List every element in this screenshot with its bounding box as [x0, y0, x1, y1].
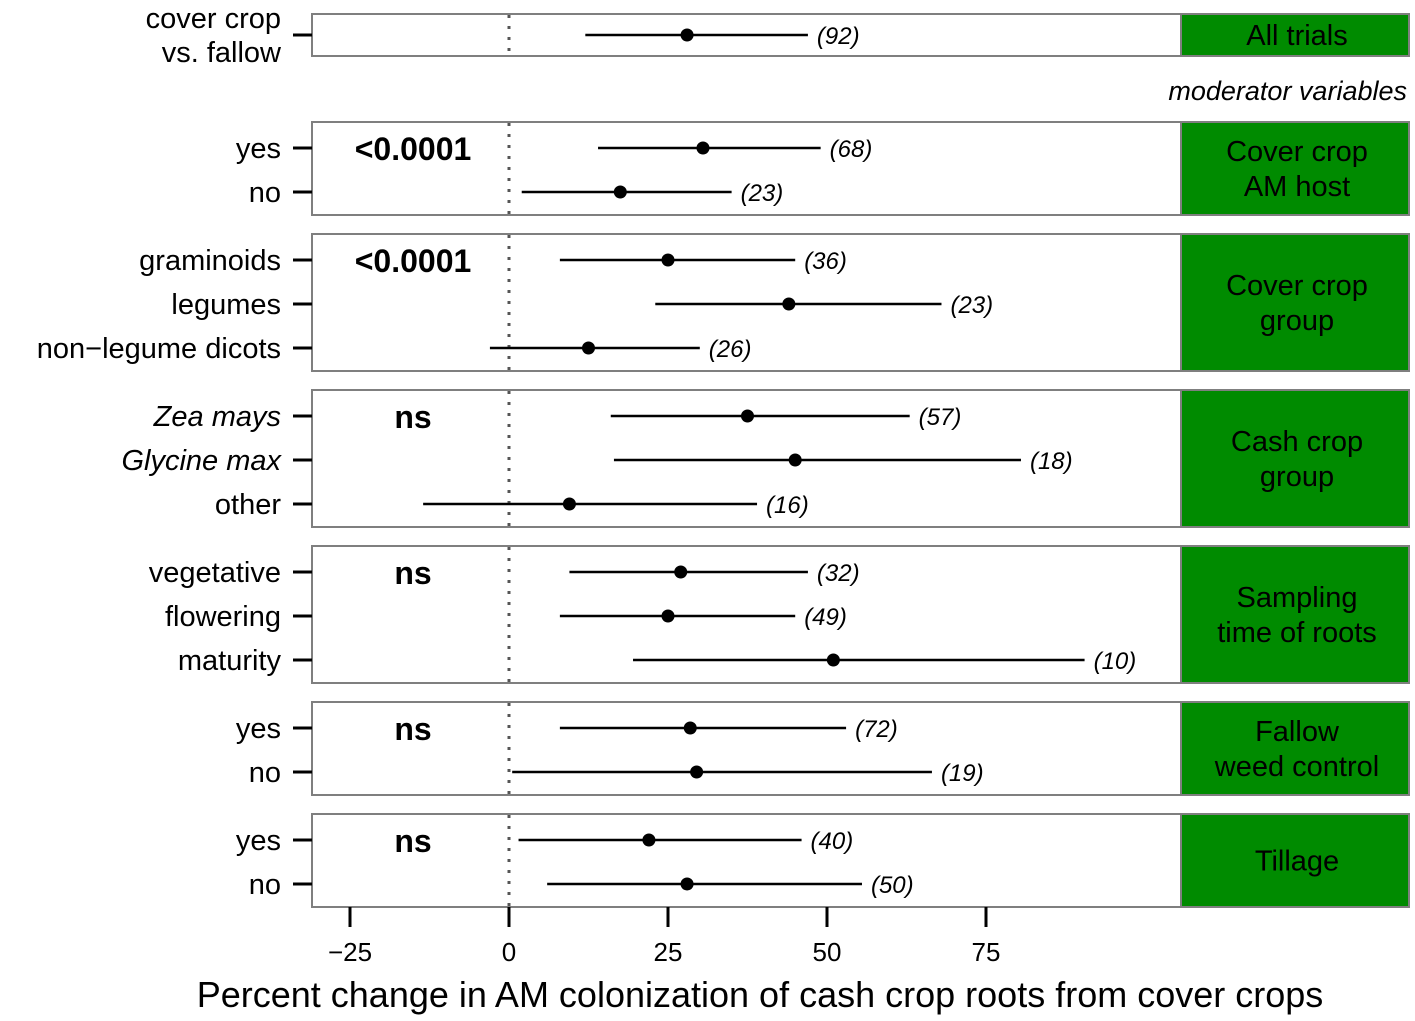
sample-size-label: (72) — [855, 716, 898, 743]
row-label: legumes — [171, 289, 281, 321]
row-label: Glycine max — [121, 445, 282, 477]
panel-strip-label: weed control — [1214, 751, 1379, 783]
p-value-label: <0.0001 — [355, 243, 472, 279]
p-value-label: ns — [394, 711, 431, 747]
panel-frame — [311, 813, 1182, 908]
row-label: non−legume dicots — [37, 333, 281, 365]
sample-size-label: (32) — [817, 560, 860, 587]
panel-frame — [311, 701, 1182, 796]
panel-strip — [1180, 121, 1410, 216]
x-axis-title: Percent change in AM colonization of cas… — [197, 974, 1324, 1015]
p-value-label: ns — [394, 555, 431, 591]
panel-strip — [1180, 233, 1410, 372]
sample-size-label: (40) — [811, 828, 854, 855]
panel-strip — [1180, 701, 1410, 796]
panel-strip — [1180, 13, 1410, 57]
point-estimate — [782, 297, 796, 311]
p-value-label: ns — [394, 399, 431, 435]
sample-size-label: (49) — [804, 604, 847, 631]
x-axis: −25 0 25 50 75 — [328, 907, 1001, 967]
point-estimate — [826, 653, 840, 667]
point-estimate — [680, 877, 694, 891]
sample-size-label: (16) — [766, 492, 809, 519]
point-estimate — [642, 833, 656, 847]
row-label: no — [249, 757, 281, 789]
row-label: vs. fallow — [162, 37, 282, 69]
point-estimate — [562, 497, 576, 511]
point-estimate — [741, 409, 754, 423]
sample-size-label: (57) — [919, 404, 962, 431]
point-estimate — [674, 565, 688, 579]
p-value-label: <0.0001 — [355, 131, 472, 167]
panel-strip-label: All trials — [1246, 20, 1348, 52]
row-label: flowering — [165, 601, 281, 633]
panel-strip-label: Cover crop — [1226, 270, 1368, 302]
point-estimate — [661, 609, 675, 623]
x-tick-label: −25 — [328, 937, 372, 967]
sample-size-label: (23) — [741, 180, 784, 207]
p-value-label: ns — [394, 823, 431, 859]
point-estimate — [680, 28, 694, 42]
row-label: no — [249, 869, 281, 901]
point-estimate — [613, 185, 627, 199]
point-estimate — [582, 341, 595, 355]
row-label: graminoids — [139, 245, 281, 277]
panel-7: Tillage ns yes (40) no (50) — [236, 813, 1410, 908]
point-estimate — [690, 765, 704, 779]
row-label: yes — [236, 713, 281, 745]
panel-frame — [311, 121, 1182, 216]
panel-strip-label: group — [1260, 305, 1334, 337]
sample-size-label: (36) — [804, 248, 847, 275]
panel-strip-label: Cover crop — [1226, 136, 1368, 168]
x-tick-label: 25 — [654, 937, 683, 967]
point-estimate — [661, 253, 675, 267]
moderator-variables-heading: moderator variables — [1168, 76, 1407, 106]
row-label: yes — [236, 133, 281, 165]
sample-size-label: (92) — [817, 23, 860, 50]
sample-size-label: (68) — [830, 136, 873, 163]
point-estimate — [696, 141, 710, 155]
panel-strip-label: Tillage — [1255, 846, 1339, 878]
sample-size-label: (10) — [1094, 648, 1137, 675]
panel-strip — [1180, 813, 1410, 908]
row-label: no — [249, 177, 281, 209]
panel-frame — [311, 545, 1182, 684]
x-tick-label: 50 — [813, 937, 842, 967]
panel-strip — [1180, 545, 1410, 684]
panel-strip-label: Cash crop — [1231, 426, 1363, 458]
row-label: vegetative — [149, 557, 281, 589]
sample-size-label: (23) — [950, 292, 993, 319]
panel-strip — [1180, 389, 1410, 528]
row-label: maturity — [178, 645, 282, 677]
panel-strip-label: Sampling — [1237, 582, 1358, 614]
point-estimate — [683, 721, 697, 735]
panel-strip-label: group — [1260, 461, 1334, 493]
row-label: cover crop — [146, 3, 281, 35]
sample-size-label: (26) — [709, 336, 752, 363]
row-label: other — [215, 489, 281, 521]
x-tick-label: 0 — [502, 937, 516, 967]
panel-strip-label: AM host — [1244, 171, 1350, 203]
row-label: Zea mays — [153, 401, 281, 433]
sample-size-label: (50) — [871, 872, 914, 899]
panel-frame — [311, 233, 1182, 372]
point-estimate — [788, 453, 802, 467]
row-label: yes — [236, 825, 281, 857]
x-tick-label: 75 — [972, 937, 1001, 967]
sample-size-label: (19) — [941, 760, 984, 787]
sample-size-label: (18) — [1030, 448, 1073, 475]
panel-strip-label: time of roots — [1217, 617, 1377, 649]
panel-strip-label: Fallow — [1255, 716, 1340, 748]
